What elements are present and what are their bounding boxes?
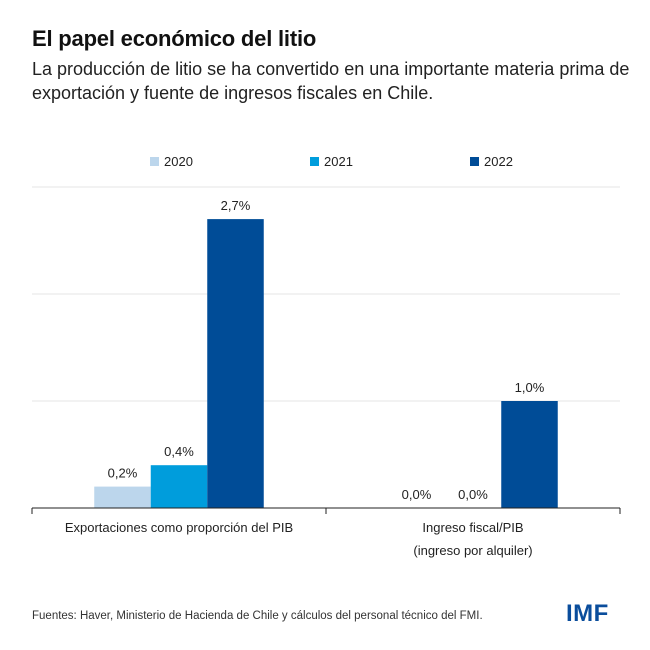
legend-label-2022: 2022: [484, 154, 513, 169]
legend-swatch-2022: [470, 157, 479, 166]
category-label: Exportaciones como proporción del PIB: [65, 520, 293, 535]
legend-swatch-2020: [150, 157, 159, 166]
value-label: 0,0%: [458, 487, 488, 502]
legend-label-2020: 2020: [164, 154, 193, 169]
chart-subtitle: La producción de litio se ha convertido …: [32, 59, 630, 103]
legend: 2020 2021 2022: [150, 154, 513, 169]
category-label: Ingreso fiscal/PIB: [422, 520, 523, 535]
bars: [94, 219, 558, 508]
gridlines: [32, 186, 620, 402]
legend-swatch-2021: [310, 157, 319, 166]
bar-2021-0: [150, 465, 208, 508]
value-label: 1,0%: [515, 380, 545, 395]
legend-label-2021: 2021: [324, 154, 353, 169]
category-label: (ingreso por alquiler): [413, 543, 532, 558]
x-axis: Exportaciones como proporción del PIB Ing…: [31, 507, 621, 558]
value-labels: 0,2% 0,4% 2,7% 0,0% 0,0% 1,0%: [108, 198, 545, 502]
imf-logo: IMF: [566, 600, 609, 627]
bar-2022-0: [207, 219, 264, 508]
value-label: 0,4%: [164, 444, 194, 459]
value-label: 2,7%: [221, 198, 251, 213]
value-label: 0,0%: [402, 487, 432, 502]
value-label: 0,2%: [108, 466, 138, 481]
bar-2022-1: [501, 401, 558, 508]
source-note: Fuentes: Haver, Ministerio de Hacienda d…: [32, 610, 483, 622]
bar-2020-0: [94, 486, 151, 508]
chart-title: El papel económico del litio: [32, 26, 317, 51]
